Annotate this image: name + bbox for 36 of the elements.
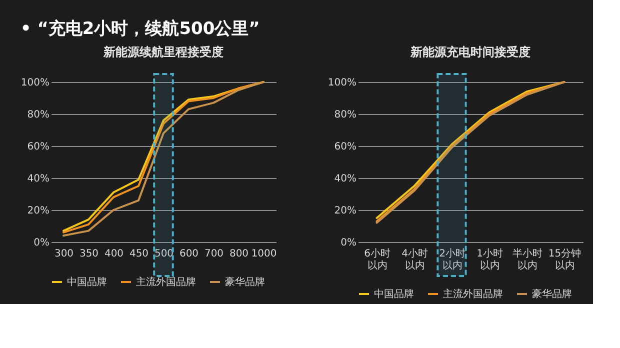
x-tick-label: 4小时以内	[402, 248, 428, 272]
x-tick-label: 800	[229, 248, 249, 260]
y-tick-label: 100%	[20, 78, 50, 88]
x-tick-label: 6小时以内	[364, 248, 390, 272]
x-tick-label: 1000	[251, 248, 277, 260]
x-tick-label: 15分钟以内	[548, 248, 582, 272]
chart-title: 新能源续航里程接受度	[102, 45, 224, 59]
legend-label: 豪华品牌	[532, 288, 572, 300]
y-tick-label: 0%	[340, 238, 356, 248]
y-tick-label: 40%	[27, 174, 50, 184]
x-tick-label: 400	[104, 248, 124, 260]
legend-label: 主流外国品牌	[443, 288, 503, 300]
x-tick-label: 半小时以内	[512, 248, 542, 272]
x-tick-label: 350	[79, 248, 99, 260]
legend-label: 主流外国品牌	[136, 276, 196, 288]
x-tick-label: 300	[54, 248, 74, 260]
x-tick-label: 1小时以内	[476, 248, 503, 272]
legend-label: 中国品牌	[374, 288, 414, 300]
y-tick-label: 40%	[334, 174, 356, 184]
x-tick-label: 2小时以内	[439, 248, 466, 272]
text: • “充电2小时，续航500公里”	[20, 19, 260, 39]
y-tick-label: 20%	[334, 206, 356, 216]
y-tick-label: 0%	[34, 238, 50, 248]
x-tick-label: 500	[154, 248, 174, 260]
chart-title: 新能源充电时间接受度	[410, 45, 530, 59]
y-tick-label: 80%	[334, 110, 356, 120]
legend-label: 中国品牌	[67, 276, 107, 288]
x-tick-label: 600	[179, 248, 199, 260]
y-tick-label: 100%	[328, 78, 356, 88]
x-tick-label: 700	[204, 248, 224, 260]
y-tick-label: 60%	[334, 142, 356, 152]
y-tick-label: 20%	[27, 206, 50, 216]
y-tick-label: 80%	[27, 110, 50, 120]
legend-label: 豪华品牌	[225, 276, 265, 288]
y-tick-label: 60%	[27, 142, 50, 152]
x-tick-label: 450	[129, 248, 149, 260]
